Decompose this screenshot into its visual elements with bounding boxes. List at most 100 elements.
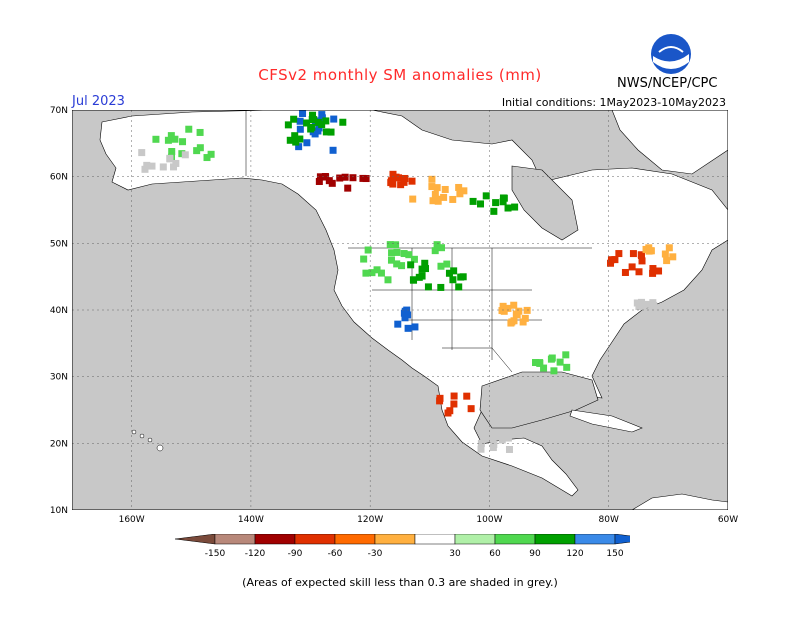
colorbar-box	[494, 534, 536, 545]
anomaly-cell	[418, 272, 426, 280]
anomaly-cell	[148, 162, 156, 170]
anomaly-cell	[434, 197, 442, 205]
anomaly-cell	[411, 323, 419, 331]
colorbar-box	[374, 534, 416, 545]
anomaly-cell	[477, 445, 485, 453]
anomaly-cell	[437, 283, 445, 291]
anomaly-cell	[360, 255, 368, 263]
anomaly-cell	[463, 392, 471, 400]
anomaly-cell	[647, 247, 655, 255]
anomaly-cell	[398, 262, 406, 270]
anomaly-cell	[387, 256, 395, 264]
anomaly-cell	[433, 241, 441, 249]
anomaly-cell	[329, 146, 337, 154]
anomaly-cell	[638, 301, 646, 309]
anomaly-cell	[643, 300, 651, 308]
colorbar-tick-label: -60	[328, 549, 343, 558]
anomaly-cell	[196, 128, 204, 136]
anomaly-cell	[336, 174, 344, 182]
anomaly-cell	[181, 151, 189, 159]
anomaly-cell	[477, 439, 485, 447]
anomaly-cell	[168, 147, 176, 155]
colorbar-tick-label: 30	[449, 549, 461, 558]
colorbar-tick-label: 90	[529, 549, 541, 558]
anomaly-cell	[359, 174, 367, 182]
anomaly-cell	[392, 173, 400, 181]
anomaly-cell	[286, 136, 294, 144]
anomaly-cell	[628, 263, 636, 271]
anomaly-cell	[394, 320, 402, 328]
initial-conditions-label: Initial conditions: 1May2023-10May2023	[501, 96, 726, 109]
anomaly-cell	[164, 136, 172, 144]
anomaly-cell	[504, 304, 512, 312]
anomaly-cell	[303, 139, 311, 147]
anomaly-cell	[523, 306, 531, 314]
anomaly-cell	[309, 111, 317, 119]
lon-tick-label: 160W	[119, 515, 145, 525]
colorbar: -150 -120 -90 -60 -30 30 60 90 120 150	[174, 534, 630, 558]
anomaly-cell	[296, 135, 304, 143]
anomaly-cell	[607, 256, 615, 264]
footnote: (Areas of expected skill less than 0.3 a…	[242, 576, 558, 589]
anomaly-cell	[440, 193, 448, 201]
anomaly-cell	[431, 190, 439, 198]
anomaly-cell	[296, 117, 304, 125]
anomaly-cell	[607, 259, 615, 267]
anomaly-cell	[638, 257, 646, 265]
anomaly-cell	[143, 161, 151, 169]
anomaly-cell	[170, 163, 178, 171]
anomaly-cell	[308, 123, 316, 131]
anomaly-cell	[499, 302, 507, 310]
colorbar-tick-label: -120	[245, 549, 266, 558]
anomaly-cell	[344, 184, 352, 192]
noaa-logo	[651, 34, 691, 74]
anomaly-cell	[405, 251, 413, 259]
cuba-land	[569, 409, 643, 433]
anomaly-cell	[438, 244, 446, 252]
anomaly-cell	[669, 253, 677, 261]
anomaly-cell	[449, 195, 457, 203]
anomaly-cell	[637, 251, 645, 259]
anomaly-cell	[171, 135, 179, 143]
colorbar-arrow-right	[614, 534, 630, 545]
lon-tick-label: 140W	[238, 515, 264, 525]
anomaly-cell	[450, 392, 458, 400]
anomaly-cell	[384, 276, 392, 284]
map-title: CFSv2 monthly SM anomalies (mm)	[258, 66, 542, 84]
anomaly-cell	[504, 204, 512, 212]
anomaly-cell	[428, 183, 436, 191]
anomaly-cell	[615, 250, 623, 258]
colorbar-tick-label: 120	[566, 549, 583, 558]
anomaly-cell	[388, 249, 396, 257]
anomaly-cell	[327, 128, 335, 136]
anomaly-cell	[290, 115, 298, 123]
anomaly-cell	[310, 116, 318, 124]
lon-tick-label: 80W	[599, 515, 619, 525]
colorbar-box	[214, 534, 256, 545]
anomaly-cell	[407, 261, 415, 269]
anomaly-cell	[532, 359, 540, 367]
anomaly-cell	[511, 203, 519, 211]
anomaly-cell	[504, 434, 512, 442]
anomaly-cell	[386, 241, 394, 249]
lat-tick-label: 10N	[50, 506, 68, 516]
anomaly-cell	[393, 248, 401, 256]
anomaly-cell	[330, 115, 338, 123]
anomaly-cell	[401, 174, 409, 182]
axis-labels: 70N 60N 50N 40N 30N 20N 10N 160W 140W 120W 100W 80…	[50, 106, 738, 525]
anomaly-cell	[409, 276, 417, 284]
anomaly-cell	[393, 260, 401, 268]
anomaly-cell	[296, 125, 304, 133]
anomaly-cell	[292, 138, 300, 146]
colorbar-tick-label: -30	[368, 549, 383, 558]
greenland-land	[611, 110, 728, 175]
anomaly-cell	[404, 324, 412, 332]
anomaly-cell	[422, 265, 430, 273]
anomaly-cell	[362, 269, 370, 277]
anomaly-cell	[196, 144, 204, 152]
anomaly-cell	[661, 250, 669, 258]
anomaly-cell	[665, 244, 673, 252]
anomaly-cell	[563, 363, 571, 371]
valid-month-label: Jul 2023	[72, 94, 125, 109]
anomaly-cell	[321, 173, 329, 181]
